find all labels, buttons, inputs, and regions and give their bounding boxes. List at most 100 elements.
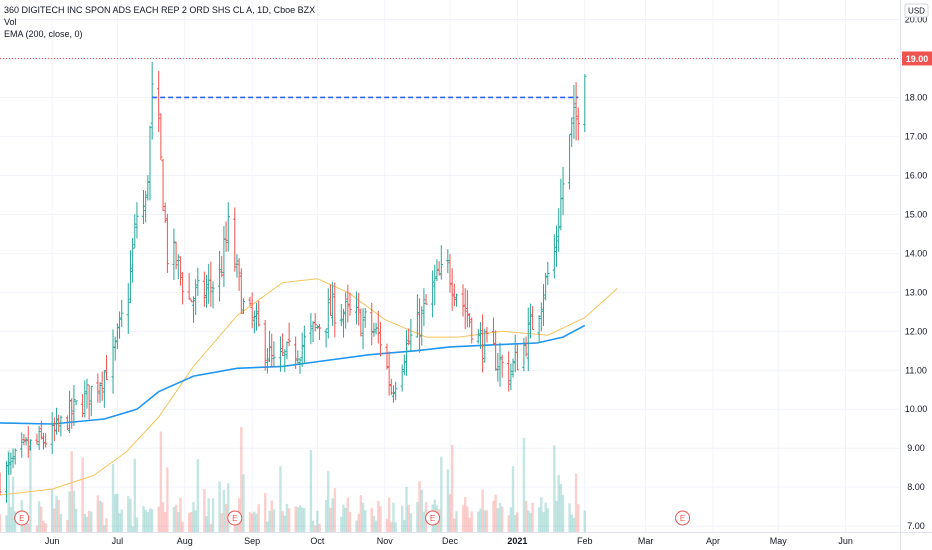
- ohlc-bar: [263, 320, 267, 371]
- earnings-marker[interactable]: E: [675, 510, 691, 526]
- volume-bar: [483, 510, 486, 532]
- volume-bar: [318, 523, 321, 532]
- volume-bar: [514, 514, 517, 532]
- volume-bar: [511, 466, 515, 532]
- ohlc-bar: [498, 342, 502, 387]
- volume-bar: [66, 519, 69, 532]
- volume-bar: [283, 515, 286, 532]
- ohlc-bar: [333, 282, 337, 338]
- ohlc-bar: [348, 292, 352, 316]
- volume-bar: [9, 507, 13, 532]
- ohlc-bar: [7, 452, 11, 475]
- ohlc-bar: [178, 256, 183, 286]
- volume-bar: [496, 508, 500, 532]
- volume-bar: [224, 503, 228, 532]
- ohlc-bar: [437, 261, 441, 276]
- ohlc-bar: [281, 333, 285, 357]
- earnings-marker[interactable]: E: [14, 510, 30, 526]
- volume-bar: [220, 513, 223, 532]
- ema-indicator-label[interactable]: EMA (200, close, 0): [4, 29, 83, 39]
- volume-bar: [392, 502, 395, 532]
- ohlc-bar: [287, 322, 291, 347]
- ohlc-bar: [522, 337, 526, 372]
- price-axis[interactable]: 20.00 19.00 18.00 17.00 16.00 15.00 14.00 13.00…: [901, 0, 932, 532]
- volume-bar: [148, 508, 152, 532]
- ohlc-bar: [22, 433, 26, 446]
- ohlc-bar: [494, 330, 498, 371]
- ohlc-bar: [311, 321, 315, 343]
- ohlc-bar: [339, 304, 343, 327]
- ohlc-bar: [478, 321, 483, 350]
- volume-bar: [127, 496, 130, 532]
- time-tick-label: Oct: [310, 536, 325, 546]
- volume-bar: [207, 498, 210, 532]
- ohlc-bar: [102, 370, 106, 408]
- volume-bar: [164, 512, 167, 532]
- volume-bar: [372, 515, 376, 532]
- volume-bar: [316, 510, 319, 532]
- ohlc-bar: [204, 274, 209, 308]
- ohlc-bar: [135, 202, 139, 239]
- ohlc-bar: [524, 336, 528, 357]
- ohlc-bar: [417, 298, 422, 353]
- ohlc-bar: [150, 61, 154, 140]
- volume-bar: [327, 471, 330, 532]
- volume-bar: [205, 516, 208, 532]
- ohlc-bar: [363, 308, 367, 328]
- volume-bar: [464, 497, 467, 532]
- ohlc-bar: [496, 353, 500, 382]
- ohlc-bar: [52, 417, 56, 441]
- volume-bar: [572, 517, 576, 532]
- volume-bar: [35, 525, 39, 532]
- ohlc-bar: [378, 322, 383, 357]
- volume-bar: [72, 490, 76, 532]
- earnings-marker[interactable]: E: [227, 510, 243, 526]
- ohlc-bar: [254, 302, 259, 331]
- ohlc-bar: [574, 82, 578, 141]
- ohlc-bar: [239, 268, 243, 314]
- ohlc-bar: [361, 308, 365, 350]
- ohlc-bar: [285, 341, 289, 360]
- volume-bar: [100, 502, 104, 532]
- time-axis[interactable]: Jun Jul Aug Sep Oct Nov Dec 2021 Feb Mar Apr May Jun: [45, 536, 853, 546]
- ohlc-bar: [452, 283, 456, 307]
- ohlc-bar: [485, 327, 489, 343]
- earnings-marker[interactable]: E: [425, 510, 441, 526]
- ohlc-bar: [252, 310, 256, 334]
- volume-bar: [87, 510, 91, 532]
- ohlc-bar: [59, 415, 63, 437]
- ohlc-bar: [567, 134, 572, 190]
- ohlc-bar: [133, 214, 137, 249]
- volume-bar: [298, 505, 302, 532]
- ohlc-bar: [298, 358, 302, 374]
- ohlc-bar: [531, 306, 535, 331]
- ohlc-bar: [120, 299, 124, 328]
- volume-bar: [450, 444, 454, 532]
- price-tick-label: 8.00: [907, 482, 925, 492]
- volume-bar: [29, 440, 32, 532]
- volume-bar: [192, 501, 195, 532]
- price-tick-label: 14.00: [905, 248, 928, 258]
- volume-bar: [583, 510, 586, 532]
- ohlc-bar: [557, 208, 561, 252]
- ohlc-bar: [515, 343, 519, 371]
- volume-bars: [0, 427, 586, 532]
- volume-bar: [227, 483, 230, 532]
- currency-badge[interactable]: USD: [904, 3, 929, 18]
- volume-bar: [281, 511, 284, 532]
- volume-bar: [209, 523, 213, 532]
- volume-bar: [466, 506, 469, 532]
- volume-bar: [324, 499, 328, 532]
- volume-bar: [492, 500, 495, 532]
- volume-bar: [522, 437, 526, 532]
- volume-bar: [416, 501, 419, 532]
- volume-bar: [268, 510, 271, 532]
- volume-bar: [294, 506, 297, 532]
- ohlc-bar: [9, 452, 13, 475]
- ohlc-bar: [20, 432, 24, 458]
- volume-bar: [144, 509, 147, 532]
- volume-indicator-label[interactable]: Vol: [4, 17, 17, 27]
- symbol-title[interactable]: 360 DIGITECH INC SPON ADS EACH REP 2 ORD…: [4, 5, 316, 15]
